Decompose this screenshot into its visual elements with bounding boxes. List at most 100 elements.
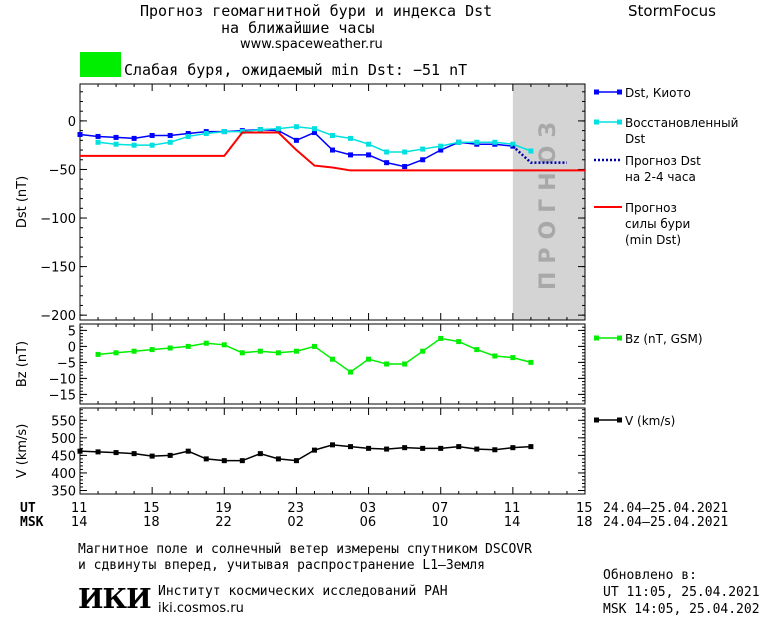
- data-point: [149, 347, 155, 353]
- data-point: [366, 445, 372, 451]
- data-point: [149, 132, 155, 138]
- ut-tick-label: 15: [576, 501, 593, 516]
- data-point: [221, 458, 227, 464]
- y-tick-label: −5: [57, 356, 76, 371]
- data-point: [510, 141, 516, 147]
- plot-frame: [79, 83, 586, 321]
- data-point: [348, 152, 354, 158]
- y-tick-label: 500: [51, 432, 76, 447]
- updated-msk: MSK 14:05, 25.04.2021: [603, 602, 760, 617]
- data-point: [221, 129, 227, 135]
- site-url[interactable]: www.spaceweather.ru: [240, 37, 383, 52]
- data-point: [311, 130, 317, 136]
- ut-tick-label: 07: [431, 501, 449, 516]
- data-point: [366, 152, 372, 158]
- data-point: [420, 445, 426, 451]
- updated-label: Обновлено в:: [603, 568, 697, 583]
- data-point: [293, 124, 299, 130]
- data-point: [239, 458, 245, 464]
- data-point: [402, 361, 408, 367]
- msk-axis-label: MSK: [20, 515, 44, 530]
- legend-label: Dst, Киото: [625, 86, 691, 100]
- data-point: [275, 456, 281, 462]
- msk-tick-label: 18: [576, 515, 593, 530]
- data-point: [366, 356, 372, 362]
- data-point: [384, 446, 390, 452]
- chart-title-line2: на ближайшие часы: [221, 19, 375, 37]
- status-indicator: [80, 52, 121, 77]
- data-point: [528, 148, 534, 154]
- data-point: [149, 142, 155, 148]
- data-point: [95, 139, 101, 145]
- y-tick-label: 400: [51, 467, 76, 482]
- status-text: Слабая буря, ожидаемый min Dst: −51 nT: [124, 61, 468, 79]
- y-tick-label: 0: [68, 115, 76, 130]
- data-point: [330, 132, 335, 138]
- y-tick-label: 0: [68, 340, 76, 355]
- ut-tick-label: 03: [359, 501, 377, 516]
- series-line: [97, 337, 532, 373]
- data-point: [474, 139, 480, 145]
- data-point: [203, 456, 209, 462]
- y-tick-label: 450: [51, 449, 76, 464]
- data-point: [528, 359, 534, 365]
- data-point: [456, 339, 462, 345]
- msk-tick-label: 14: [71, 515, 88, 530]
- data-point: [456, 444, 462, 450]
- plot-frame: [79, 323, 586, 405]
- y-axis-label: V (km/s): [15, 424, 30, 479]
- data-point: [113, 134, 119, 140]
- data-point: [402, 445, 408, 451]
- data-point: [402, 149, 408, 155]
- series-line: [79, 444, 531, 462]
- forecast-label: ПРОГНОЗ: [536, 114, 561, 290]
- ut-tick-label: 23: [287, 501, 304, 516]
- data-point: [185, 133, 191, 139]
- data-point: [420, 157, 426, 163]
- y-tick-label: −15: [49, 388, 76, 403]
- legend-label: Восстановленный Dst: [625, 116, 738, 146]
- data-point: [348, 444, 354, 450]
- ut-axis-label: UT: [20, 501, 36, 516]
- data-point: [113, 450, 119, 456]
- ut-tick-label: 11: [71, 501, 88, 516]
- data-point: [474, 347, 480, 353]
- y-tick-label: −150: [40, 261, 76, 276]
- data-point: [510, 445, 516, 451]
- forecast-region: [512, 84, 585, 320]
- msk-tick-label: 14: [503, 515, 521, 530]
- data-point: [149, 453, 155, 459]
- data-point: [438, 445, 444, 451]
- data-point: [330, 147, 335, 153]
- legend-label: Прогноз Dst на 2-4 часа: [625, 154, 701, 184]
- data-point: [438, 143, 444, 149]
- institute-site[interactable]: iki.cosmos.ru: [158, 601, 244, 616]
- data-point: [77, 132, 83, 138]
- data-point: [311, 126, 317, 132]
- y-tick-label: −10: [49, 372, 76, 387]
- institute-name: Институт космических исследований РАН: [158, 584, 448, 599]
- data-point: [438, 335, 444, 341]
- data-point: [510, 355, 516, 361]
- ut-tick-label: 19: [215, 501, 232, 516]
- legend-entry: Прогноз силы бури (min Dst): [594, 201, 690, 247]
- data-point: [420, 146, 426, 152]
- data-point: [311, 447, 317, 453]
- brand-name: StormFocus: [628, 2, 716, 20]
- data-point: [131, 348, 137, 354]
- y-axis-label: Bz (nT): [15, 341, 30, 387]
- y-tick-label: −100: [40, 212, 76, 227]
- legend-marker: [617, 89, 622, 95]
- data-point: [348, 369, 354, 375]
- data-point: [384, 361, 390, 367]
- legend-entry: Прогноз Dst на 2-4 часа: [594, 154, 701, 184]
- data-point: [167, 345, 173, 351]
- y-axis-label: Dst (nT): [15, 176, 30, 228]
- series-line: [79, 128, 513, 168]
- legend-entry: Dst, Киото: [594, 86, 691, 100]
- y-tick-label: −200: [40, 309, 76, 324]
- iki-logo: ИКИ: [78, 584, 152, 615]
- data-point: [239, 350, 245, 356]
- legend-marker: [594, 335, 599, 341]
- series-line: [80, 131, 585, 172]
